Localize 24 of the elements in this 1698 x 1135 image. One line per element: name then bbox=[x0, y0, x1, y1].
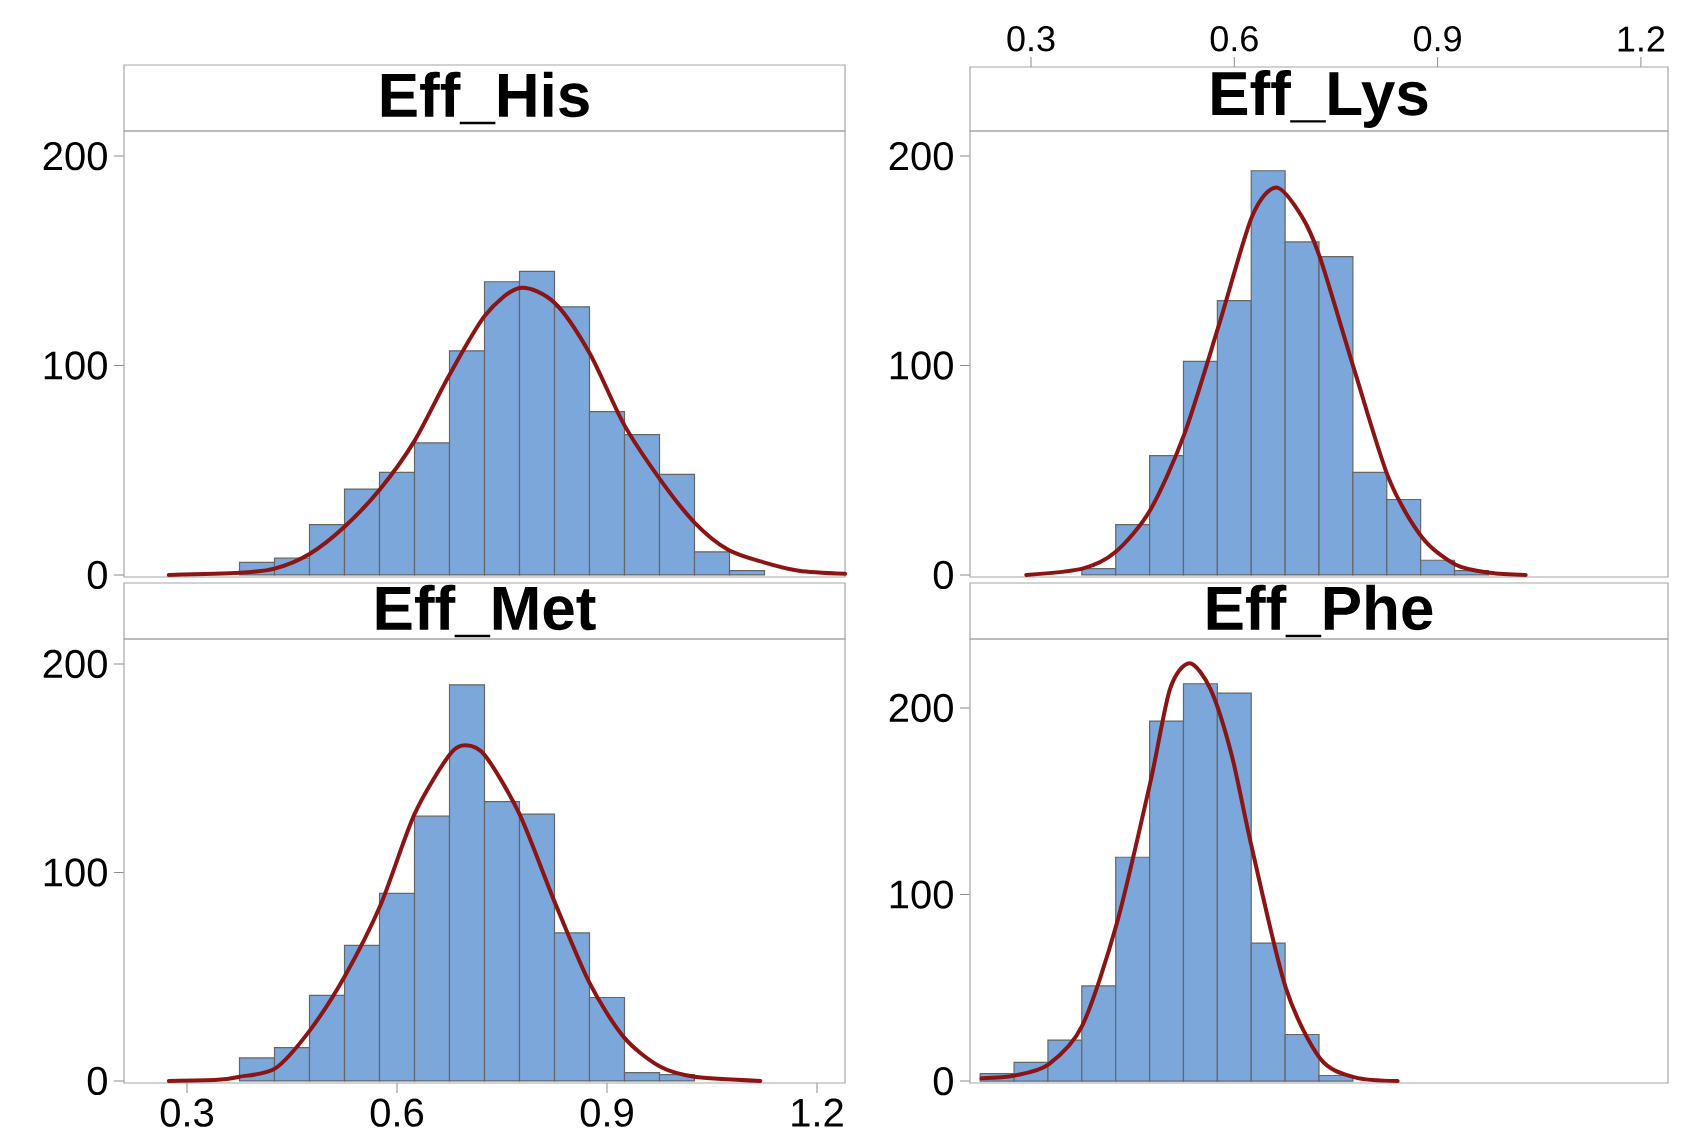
x-tick-label: 0.6 bbox=[370, 1098, 424, 1127]
y-tick-label: 200 bbox=[889, 141, 953, 171]
chart-title: Eff_Lys bbox=[1212, 70, 1428, 128]
y-tick-label: 100 bbox=[890, 880, 953, 909]
y-tick-label: 200 bbox=[43, 649, 107, 679]
y-tick-label: 0 bbox=[87, 560, 107, 590]
x-tick-label: 0.9 bbox=[580, 1098, 633, 1127]
y-tick-label: 200 bbox=[889, 693, 953, 723]
y-tick-label: 0 bbox=[933, 1066, 953, 1096]
y-tick-label: 100 bbox=[44, 858, 107, 887]
chart-title: Eff_Phe bbox=[1207, 584, 1433, 638]
y-tick-label: 100 bbox=[44, 351, 107, 380]
x2-tick-label: 0.3 bbox=[1007, 25, 1055, 52]
chart-title: Eff_His bbox=[381, 71, 589, 125]
x2-tick-label: 0.6 bbox=[1210, 25, 1258, 52]
y-tick-label: 100 bbox=[890, 351, 953, 380]
x-tick-label: 0.3 bbox=[160, 1098, 214, 1127]
y-tick-label: 200 bbox=[43, 141, 107, 171]
x-tick-label: 1.2 bbox=[792, 1098, 843, 1127]
y-tick-label: 0 bbox=[87, 1066, 107, 1096]
x2-tick-label: 0.9 bbox=[1413, 25, 1461, 52]
y-tick-label: 0 bbox=[933, 560, 953, 590]
chart-title: Eff_Met bbox=[376, 584, 596, 638]
x2-tick-label: 1.2 bbox=[1618, 26, 1665, 52]
